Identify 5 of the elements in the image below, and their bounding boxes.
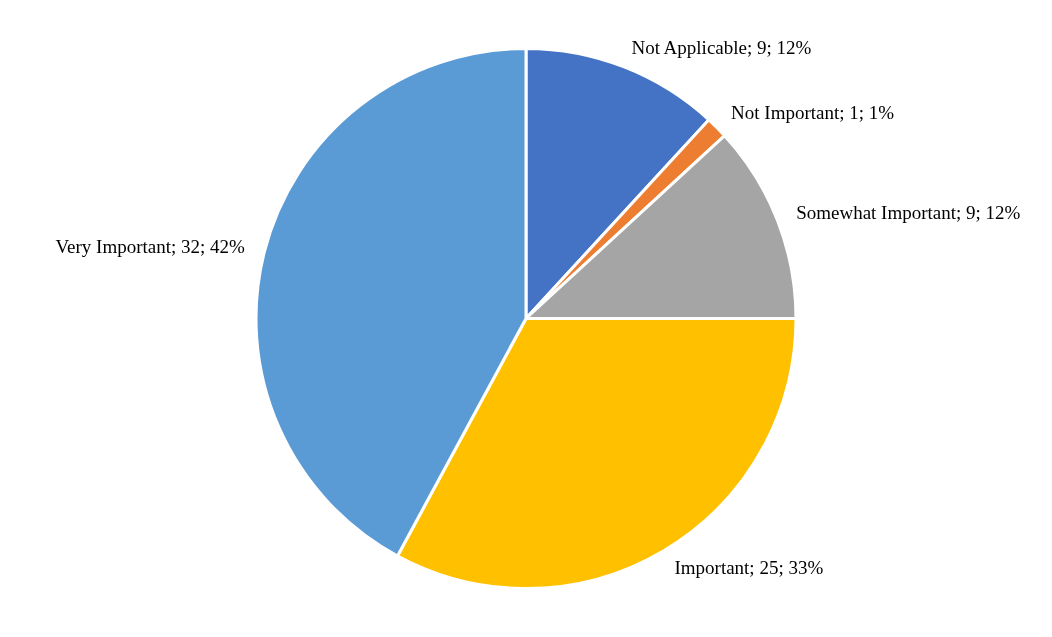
slice-label: Not Applicable; 9; 12% [631,37,812,59]
slice-label: Somewhat Important; 9; 12% [796,202,1021,224]
slice-label: Very Important; 32; 42% [55,236,246,258]
slice-label: Not Important; 1; 1% [731,102,895,124]
slice-label: Important; 25; 33% [674,556,824,578]
